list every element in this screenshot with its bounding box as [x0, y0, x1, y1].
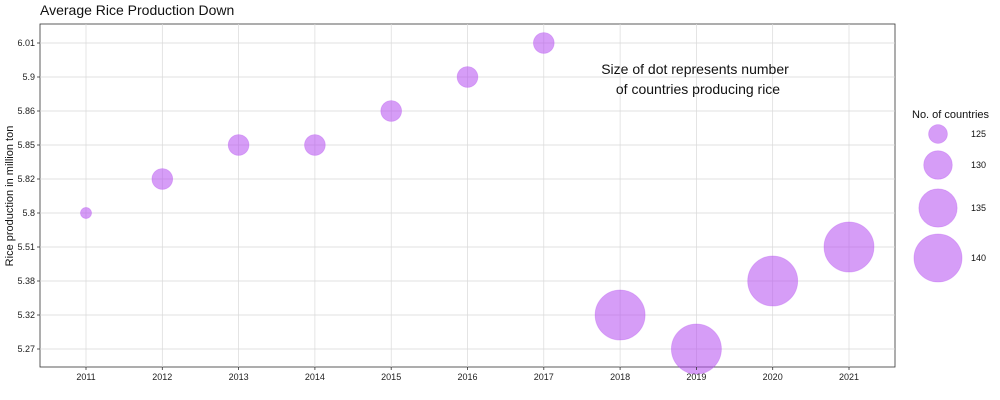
data-point	[304, 134, 326, 156]
points	[80, 32, 875, 375]
data-point	[380, 100, 402, 122]
legend-label: 125	[971, 129, 986, 139]
data-point	[671, 323, 722, 375]
x-tick-label: 2015	[381, 372, 401, 382]
y-tick-label: 5.32	[17, 310, 35, 320]
legend-key	[923, 150, 953, 180]
x-tick-label: 2016	[457, 372, 477, 382]
y-tick-label: 5.51	[17, 242, 35, 252]
x-tick-label: 2018	[610, 372, 630, 382]
y-tick-label: 5.85	[17, 140, 35, 150]
data-point	[823, 221, 875, 273]
y-tick-label: 5.27	[17, 344, 35, 354]
y-tick-label: 5.86	[17, 106, 35, 116]
data-point	[456, 66, 479, 88]
chart-title: Average Rice Production Down	[40, 2, 234, 18]
y-axis-title: Rice production in million ton	[4, 126, 16, 267]
x-tick-label: 2014	[305, 372, 325, 382]
x-tick-label: 2012	[152, 372, 172, 382]
data-point	[151, 168, 174, 190]
legend: No. of countries 125 130 135 140	[912, 109, 990, 283]
legend-label: 130	[971, 160, 986, 170]
y-tick-label: 5.82	[17, 174, 35, 184]
y-tick-label: 5.38	[17, 276, 35, 286]
x-tick-label: 2020	[763, 372, 783, 382]
data-point	[533, 32, 555, 54]
legend-label: 135	[971, 203, 986, 213]
y-tick-label: 6.01	[17, 38, 35, 48]
legend-title: No. of countries	[912, 109, 990, 121]
y-axis-ticks: 6.01 5.9 5.86 5.85 5.82 5.8 5.51 5.38 5.32 5.27	[17, 38, 40, 354]
y-tick-label: 5.9	[22, 72, 35, 82]
x-tick-label: 2017	[534, 372, 554, 382]
y-tick-label: 5.8	[22, 208, 35, 218]
legend-key	[913, 233, 963, 283]
grid	[40, 24, 895, 367]
legend-key	[918, 188, 958, 228]
x-tick-label: 2019	[686, 372, 706, 382]
x-tick-label: 2011	[76, 372, 95, 382]
annotation-line-2: of countries producing rice	[616, 81, 780, 97]
legend-key	[928, 124, 948, 144]
data-point	[227, 134, 250, 156]
data-point	[747, 255, 799, 307]
annotation-line-1: Size of dot represents number	[601, 61, 789, 77]
data-point	[594, 289, 646, 341]
x-tick-label: 2013	[229, 372, 249, 382]
data-point	[80, 207, 92, 219]
x-tick-label: 2021	[839, 372, 859, 382]
x-axis-ticks: 2011 2012 2013 2014 2015 2016 2017 2018 2019 2020…	[76, 367, 859, 382]
legend-label: 140	[971, 253, 986, 263]
